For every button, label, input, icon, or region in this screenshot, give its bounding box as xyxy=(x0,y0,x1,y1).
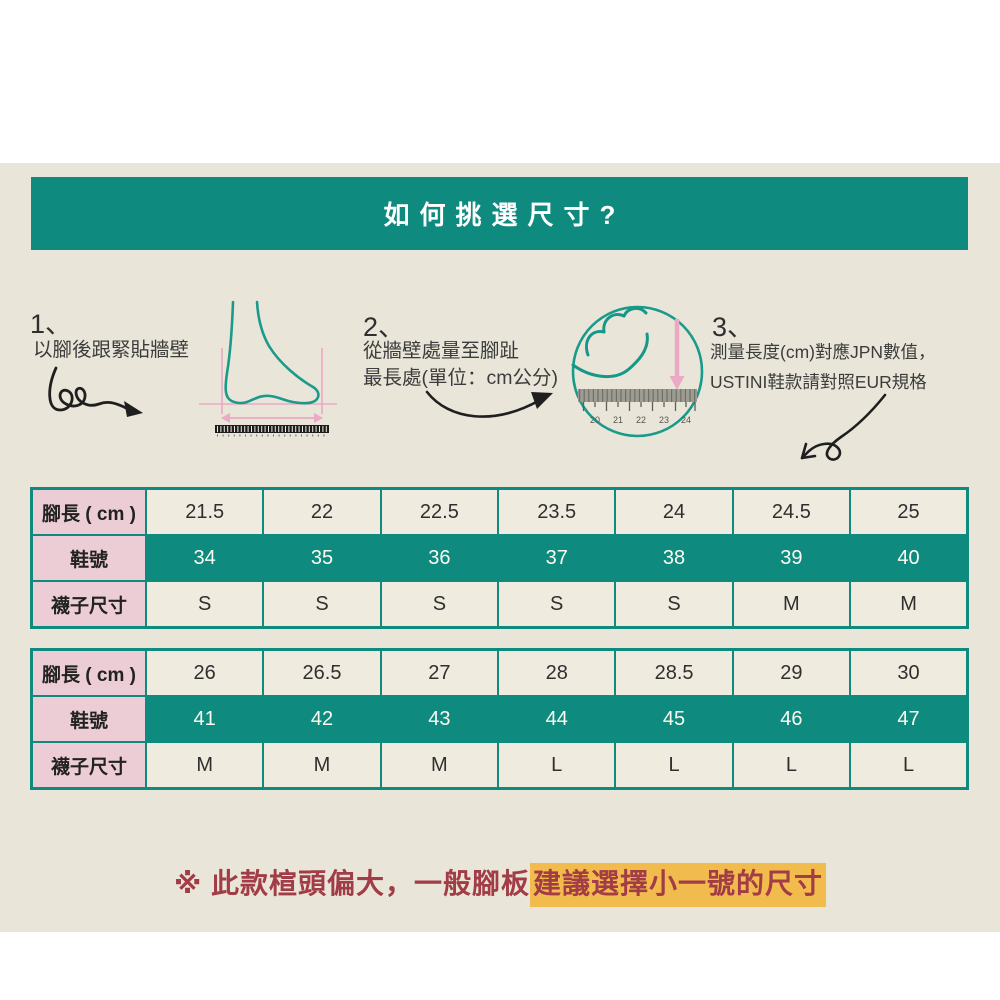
table-cell: 27 xyxy=(379,648,500,697)
row-label: 腳長 ( cm ) xyxy=(30,487,147,536)
table-cell: M xyxy=(144,741,265,790)
step-1-number: 1、 xyxy=(30,309,73,339)
table-cell: M xyxy=(262,741,382,790)
ruler-numbers: 20 21 22 23 24 xyxy=(590,415,691,425)
curl-arrow-icon xyxy=(800,393,887,461)
table-row: 鞋號 34 35 36 37 38 39 40 xyxy=(30,534,969,582)
table-cell: 34 xyxy=(144,534,265,582)
size-table-small: 腳長 ( cm ) 21.5 22 22.5 23.5 24 24.5 25 鞋號 34 35 36 3… xyxy=(30,487,969,629)
table-cell: 23.5 xyxy=(497,487,617,536)
table-cell: 41 xyxy=(144,695,265,743)
table-cell: 22.5 xyxy=(379,487,500,536)
table-cell: 38 xyxy=(614,534,734,582)
table-row: 腳長 ( cm ) 21.5 22 22.5 23.5 24 24.5 25 xyxy=(30,487,969,536)
table-cell: S xyxy=(144,580,265,629)
row-label: 鞋號 xyxy=(30,695,147,743)
svg-text:22: 22 xyxy=(636,415,646,425)
table-cell: 28.5 xyxy=(614,648,734,697)
table-cell: L xyxy=(614,741,734,790)
step-3-text-line1: 測量長度(cm)對應JPN數值， xyxy=(710,342,936,362)
table-cell: 36 xyxy=(379,534,500,582)
table-cell: M xyxy=(731,580,852,629)
table-cell: L xyxy=(497,741,617,790)
ruler-bar xyxy=(578,389,697,402)
table-cell: 46 xyxy=(731,695,852,743)
table-cell: 29 xyxy=(731,648,852,697)
svg-text:24: 24 xyxy=(681,415,691,425)
table-cell: 37 xyxy=(497,534,617,582)
table-cell: 24 xyxy=(614,487,734,536)
toes-outline xyxy=(571,307,649,379)
table-cell: S xyxy=(379,580,500,629)
table-row: 襪子尺寸 S S S S S M M xyxy=(30,580,969,629)
table-cell: 35 xyxy=(262,534,382,582)
step-3-number: 3、 xyxy=(712,312,755,342)
fit-note-prefix: ※ 此款楦頭偏大，一般腳板 xyxy=(173,868,530,899)
step-3-text-line2: USTINI鞋款請對照EUR規格 xyxy=(710,372,927,392)
size-table-large: 腳長 ( cm ) 26 26.5 27 28 28.5 29 30 鞋號 41 42 43 44 45 4… xyxy=(30,648,969,790)
step-1-text: 以腳後跟緊貼牆壁 xyxy=(33,339,190,361)
fit-note-highlight: 建議選擇小一號的尺寸 xyxy=(530,863,827,907)
table-row: 襪子尺寸 M M M L L L L xyxy=(30,741,969,790)
table-cell: 42 xyxy=(262,695,382,743)
table-cell: 22 xyxy=(262,487,382,536)
table-cell: 47 xyxy=(849,695,969,743)
table-cell: M xyxy=(379,741,500,790)
ruler-ticks xyxy=(582,402,696,411)
header-banner: 如何挑選尺寸? xyxy=(31,177,968,250)
table-cell: 39 xyxy=(731,534,852,582)
table-cell: S xyxy=(614,580,734,629)
table-row: 腳長 ( cm ) 26 26.5 27 28 28.5 29 30 xyxy=(30,648,969,697)
step-2-number: 2、 xyxy=(363,312,406,342)
row-label: 鞋號 xyxy=(30,534,147,582)
table-cell: 45 xyxy=(614,695,734,743)
table-cell: 44 xyxy=(497,695,617,743)
table-cell: 24.5 xyxy=(731,487,852,536)
foot-measure-illustration xyxy=(199,300,337,437)
table-cell: 40 xyxy=(849,534,969,582)
squiggle-arrow-icon xyxy=(48,366,143,417)
page-title: 如何挑選尺寸? xyxy=(383,200,626,230)
row-label: 腳長 ( cm ) xyxy=(30,648,147,697)
table-cell: S xyxy=(497,580,617,629)
table-cell: 26 xyxy=(144,648,265,697)
table-cell: 25 xyxy=(849,487,969,536)
table-cell: S xyxy=(262,580,382,629)
table-cell: 30 xyxy=(849,648,969,697)
table-cell: L xyxy=(849,741,969,790)
svg-text:21: 21 xyxy=(613,415,623,425)
svg-text:20: 20 xyxy=(590,415,600,425)
toe-ruler-illustration: 20 21 22 23 24 xyxy=(571,305,704,438)
svg-text:23: 23 xyxy=(659,415,669,425)
fit-note: ※ 此款楦頭偏大，一般腳板 建議選擇小一號的尺寸 xyxy=(0,862,1000,907)
step-2-text-line2: 最長處(單位：cm公分) xyxy=(363,367,558,389)
table-cell: 43 xyxy=(379,695,500,743)
table-cell: 21.5 xyxy=(144,487,265,536)
table-cell: 28 xyxy=(497,648,617,697)
step-2-text-line1: 從牆壁處量至腳趾 xyxy=(363,340,520,362)
table-row: 鞋號 41 42 43 44 45 46 47 xyxy=(30,695,969,743)
row-label: 襪子尺寸 xyxy=(30,741,147,790)
table-cell: L xyxy=(731,741,852,790)
foot-outline xyxy=(224,300,320,405)
row-label: 襪子尺寸 xyxy=(30,580,147,629)
table-cell: 26.5 xyxy=(262,648,382,697)
swoosh-arrow-icon xyxy=(425,390,553,418)
table-cell: M xyxy=(849,580,969,629)
